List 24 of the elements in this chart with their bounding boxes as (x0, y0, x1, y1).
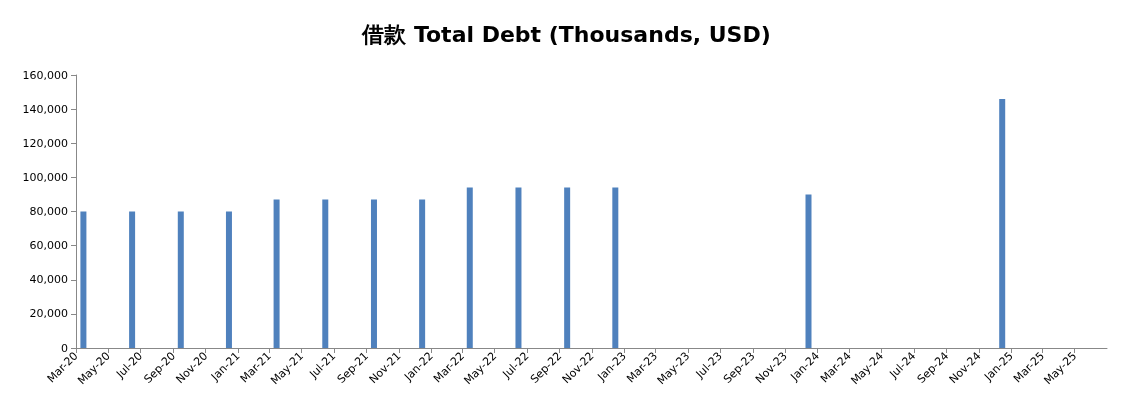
bar (612, 187, 619, 348)
y-tick-label: 120,000 (22, 136, 68, 150)
bar (225, 211, 232, 348)
bar (370, 199, 377, 348)
bar (80, 211, 87, 348)
y-tick-label: 100,000 (22, 170, 68, 184)
bar (177, 211, 184, 348)
bar (129, 211, 136, 348)
bar (564, 187, 571, 348)
bar (322, 199, 329, 348)
bar (273, 199, 280, 348)
bar (515, 187, 522, 348)
bar (466, 187, 473, 348)
y-tick-label: 60,000 (29, 239, 68, 253)
y-tick-label: 0 (61, 341, 68, 355)
y-tick-label: 140,000 (22, 102, 68, 116)
y-tick-label: 80,000 (29, 205, 68, 218)
bar (805, 194, 812, 348)
y-tick-label: 40,000 (29, 273, 68, 287)
y-tick-label: 20,000 (29, 307, 68, 321)
bar (999, 98, 1006, 348)
y-tick-label: 160,000 (22, 68, 68, 82)
chart-title: 借款 Total Debt (Thousands, USD) (361, 21, 771, 47)
bar (419, 199, 426, 348)
